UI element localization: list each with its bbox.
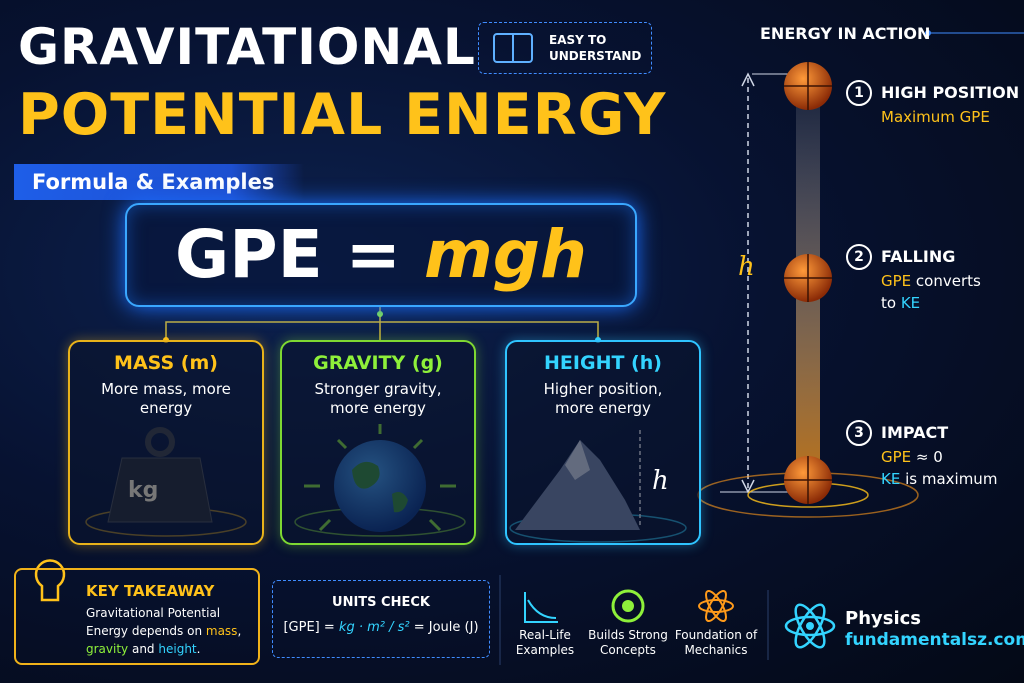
step-line: KE is maximum	[881, 468, 997, 490]
feature: Builds Strong Concepts	[588, 628, 668, 657]
text-part: ,	[237, 624, 246, 638]
step-number: 3	[846, 420, 872, 446]
title-line-2: POTENTIAL ENERGY	[18, 82, 667, 148]
weight-label: kg	[128, 478, 159, 503]
units-lhs: [GPE] =	[283, 620, 339, 635]
factor-card: MASS (m) More mass, more energy	[68, 340, 264, 545]
text-part: and	[128, 642, 159, 656]
text-part: KE	[881, 470, 901, 488]
units-units: kg · m² / s²	[338, 620, 410, 635]
units-formula: [GPE] = kg · m² / s² = Joule (J)	[273, 620, 489, 635]
text-part: KE	[900, 294, 921, 312]
formula-lhs: GPE =	[175, 216, 424, 293]
badge: EASY TO UNDERSTAND	[478, 22, 652, 74]
text-part: height	[158, 642, 197, 656]
step-number: 1	[846, 80, 872, 106]
factor-title: HEIGHT (h)	[544, 352, 662, 374]
text-part: Maximum GPE	[881, 108, 990, 126]
text-part: GPE	[881, 272, 912, 290]
height-label: h	[738, 252, 755, 282]
factor-text: Stronger gravity, more energy	[314, 380, 442, 417]
text-part: mass	[205, 624, 238, 638]
step-line: to KE	[881, 292, 920, 314]
badge-text: EASY TO UNDERSTAND	[549, 33, 642, 63]
units-title: UNITS CHECK	[332, 595, 430, 610]
step-line: GPE ≈ 0	[881, 446, 943, 468]
units-check: UNITS CHECK [GPE] = kg · m² / s² = Joule…	[272, 580, 490, 658]
step-title: HIGH POSITION	[881, 83, 1020, 102]
formula: GPE = mgh	[125, 203, 637, 307]
text-part: ≈ 0	[911, 448, 943, 466]
units-rhs: = Joule (J)	[409, 620, 479, 635]
text-part: .	[196, 642, 201, 656]
feature: Foundation of Mechanics	[674, 628, 758, 657]
subtitle: Formula & Examples	[14, 164, 304, 200]
title-line-1: GRAVITATIONAL	[18, 18, 476, 76]
step-line: Maximum GPE	[881, 106, 990, 128]
step-title: FALLING	[881, 247, 956, 266]
key-takeaway: KEY TAKEAWAY Gravitational Potential Ene…	[14, 568, 260, 665]
text-part: is maximum	[900, 470, 998, 488]
factor-title: MASS (m)	[114, 352, 218, 374]
takeaway-text: Gravitational Potential Energy depends o…	[86, 604, 258, 658]
factor-title: GRAVITY (g)	[313, 352, 443, 374]
step-line: GPE converts	[881, 270, 981, 292]
text-part: gravity	[86, 642, 129, 656]
factor-text: Higher position, more energy	[543, 380, 663, 417]
factor-text: More mass, more energy	[101, 380, 231, 417]
formula-rhs: mgh	[423, 216, 587, 293]
brand-name: Physics	[845, 608, 922, 629]
takeaway-title: KEY TAKEAWAY	[86, 582, 215, 600]
text-part: to	[881, 294, 901, 312]
step-title: IMPACT	[881, 423, 949, 442]
feature: Real-Life Examples	[515, 628, 575, 657]
step-number: 2	[846, 244, 872, 270]
action-title: ENERGY IN ACTION	[760, 24, 931, 43]
factor-card: GRAVITY (g) Stronger gravity, more energ…	[280, 340, 476, 545]
text-part: converts	[911, 272, 981, 290]
height-symbol: h	[652, 466, 669, 496]
factor-card: HEIGHT (h) Higher position, more energy	[505, 340, 701, 545]
brand-site: fundamentalsz.com	[845, 630, 1024, 650]
text-part: Gravitational Potential Energy depends o…	[86, 606, 224, 638]
text-part: GPE	[881, 448, 912, 466]
